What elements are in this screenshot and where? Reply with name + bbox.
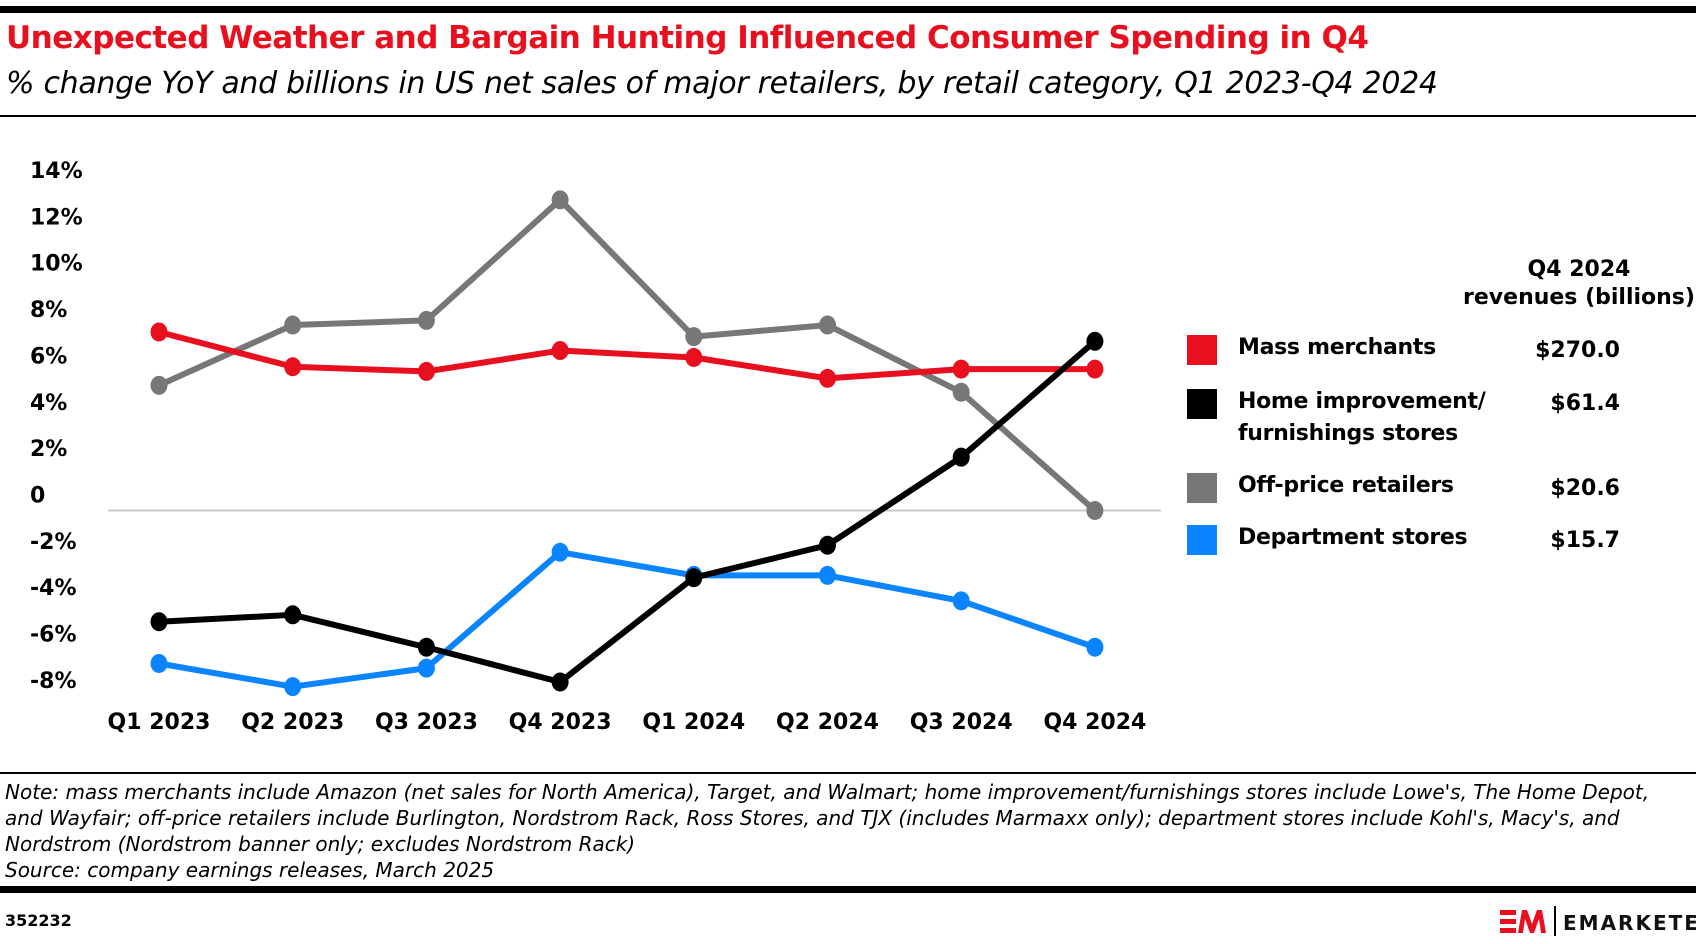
footnote: Note: mass merchants include Amazon (net… xyxy=(5,780,1650,856)
legend-value: $270.0 xyxy=(1535,338,1620,363)
legend-label: Mass merchants xyxy=(1238,335,1436,360)
y-tick-label: 4% xyxy=(30,391,67,416)
legend-value: $15.7 xyxy=(1550,528,1620,553)
x-tick-label: Q3 2023 xyxy=(375,710,478,735)
emarketer-logo: EMARKETER xyxy=(1498,906,1696,940)
x-tick-label: Q1 2023 xyxy=(108,710,211,735)
legend-value: $61.4 xyxy=(1550,391,1620,416)
data-point-home-improvement-furnishings-stores xyxy=(952,447,970,467)
legend-value: $20.6 xyxy=(1550,476,1620,501)
x-tick-label: Q1 2024 xyxy=(642,710,745,735)
y-tick-label: -6% xyxy=(30,623,76,648)
data-point-department-stores xyxy=(952,591,970,611)
data-point-mass-merchants xyxy=(150,322,168,342)
series-line-home-improvement-furnishings-stores xyxy=(158,339,1097,686)
chart-title: Unexpected Weather and Bargain Hunting I… xyxy=(6,20,1369,56)
data-point-department-stores xyxy=(284,677,302,697)
data-point-off-price-retailers xyxy=(685,327,703,347)
x-tick-label: Q3 2024 xyxy=(910,710,1013,735)
data-point-mass-merchants xyxy=(952,359,970,379)
y-tick-label: 12% xyxy=(30,205,83,230)
data-point-department-stores xyxy=(1086,637,1104,657)
data-point-off-price-retailers xyxy=(819,315,836,335)
svg-text:EMARKETER: EMARKETER xyxy=(1563,911,1696,935)
series-line-department-stores xyxy=(158,549,1096,690)
data-point-department-stores xyxy=(417,658,435,678)
data-point-mass-merchants xyxy=(685,348,703,368)
y-tick-label: 8% xyxy=(30,298,67,323)
legend-label: Off-price retailers xyxy=(1238,473,1454,498)
legend-label: Department stores xyxy=(1238,525,1468,550)
data-point-off-price-retailers xyxy=(417,310,435,330)
data-point-off-price-retailers xyxy=(284,315,302,335)
data-point-home-improvement-furnishings-stores xyxy=(417,637,435,657)
y-tick-label: -8% xyxy=(30,669,76,694)
x-tick-label: Q4 2023 xyxy=(509,710,612,735)
data-point-home-improvement-furnishings-stores xyxy=(819,535,836,555)
data-point-mass-merchants xyxy=(284,357,302,377)
source-note: Source: company earnings releases, March… xyxy=(5,858,495,882)
top-rule xyxy=(0,6,1696,13)
chart-subtitle: % change YoY and billions in US net sale… xyxy=(6,66,1438,101)
data-point-mass-merchants xyxy=(819,368,836,388)
data-point-mass-merchants xyxy=(1086,359,1104,379)
data-point-off-price-retailers xyxy=(1086,501,1104,520)
chart-id: 352232 xyxy=(5,911,72,930)
x-tick-label: Q2 2024 xyxy=(776,710,879,735)
y-tick-label: 10% xyxy=(30,252,83,277)
data-point-mass-merchants xyxy=(551,341,569,361)
data-point-home-improvement-furnishings-stores xyxy=(685,568,703,588)
legend-swatch xyxy=(1187,389,1217,419)
legend-header-line2: revenues (billions) xyxy=(1463,285,1695,310)
legend-header-line1: Q4 2024 xyxy=(1527,257,1631,282)
y-tick-label: 2% xyxy=(30,437,67,462)
data-point-department-stores xyxy=(819,565,836,585)
series-line-mass-merchants xyxy=(158,329,1095,382)
legend-header: Q4 2024 revenues (billions) xyxy=(1463,256,1695,312)
y-tick-label: -2% xyxy=(30,530,76,555)
footer-divider xyxy=(0,772,1696,774)
data-point-department-stores xyxy=(551,542,569,562)
bottom-rule xyxy=(0,886,1696,893)
legend-label-line2: furnishings stores xyxy=(1238,421,1458,446)
y-tick-label: 6% xyxy=(30,344,67,369)
legend-label: Home improvement/ xyxy=(1238,389,1486,414)
data-point-off-price-retailers xyxy=(952,382,970,402)
y-tick-label: 14% xyxy=(30,159,83,184)
header-divider xyxy=(0,115,1696,117)
x-tick-label: Q4 2024 xyxy=(1043,710,1146,735)
data-point-off-price-retailers xyxy=(150,375,168,395)
y-tick-label: -4% xyxy=(30,576,76,601)
data-point-home-improvement-furnishings-stores xyxy=(150,612,168,632)
series-line-off-price-retailers xyxy=(157,196,1097,513)
data-point-off-price-retailers xyxy=(551,190,569,210)
data-point-home-improvement-furnishings-stores xyxy=(284,605,302,625)
data-point-department-stores xyxy=(150,653,168,673)
y-tick-label: 0 xyxy=(30,484,45,509)
data-point-mass-merchants xyxy=(417,361,435,381)
legend-swatch xyxy=(1187,525,1217,555)
legend-swatch xyxy=(1187,335,1217,365)
data-point-home-improvement-furnishings-stores xyxy=(1086,331,1104,351)
legend-swatch xyxy=(1187,473,1217,503)
em-logo-icon: EMARKETER xyxy=(1500,906,1696,936)
data-point-home-improvement-furnishings-stores xyxy=(551,672,569,692)
x-tick-label: Q2 2023 xyxy=(241,710,344,735)
